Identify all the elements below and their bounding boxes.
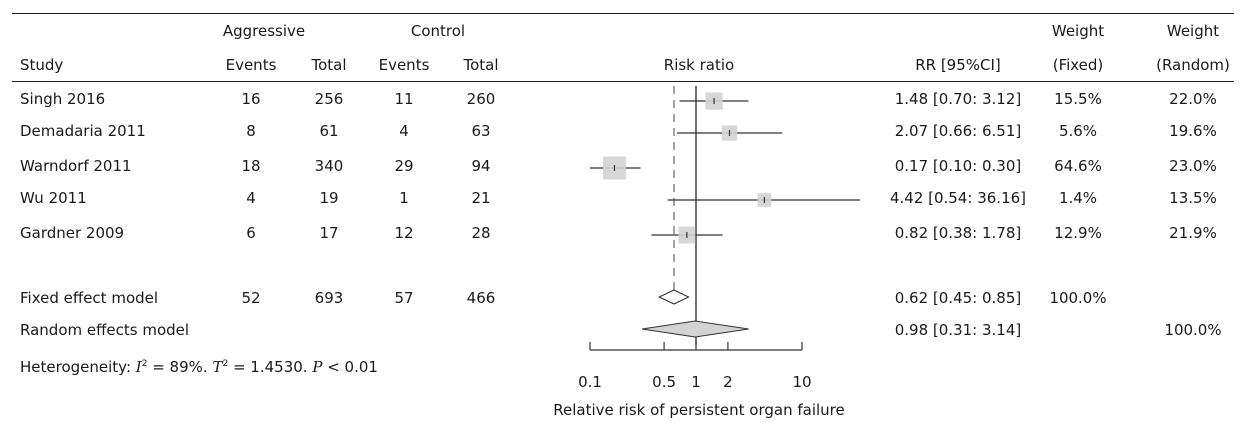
x-tick-label: 0.5: [652, 373, 676, 391]
total-aggressive: 256: [314, 90, 344, 108]
weight-fixed: 64.6%: [1054, 157, 1102, 175]
events-control: 4: [399, 122, 409, 140]
total-aggressive: 19: [319, 189, 339, 207]
header-study: Study: [20, 56, 64, 74]
weight-fixed: 5.6%: [1058, 122, 1098, 140]
rr-ci: 4.42 [0.54: 36.16]: [889, 189, 1027, 207]
header-group-aggressive: Aggressive: [222, 22, 306, 40]
total-control: 260: [466, 90, 496, 108]
events-aggressive: 8: [246, 122, 256, 140]
weight-fixed: 1.4%: [1058, 189, 1098, 207]
study-name: Singh 2016: [20, 90, 106, 108]
weight-fixed: 15.5%: [1054, 90, 1102, 108]
events-aggressive: 4: [246, 189, 256, 207]
fixed-events-1: 52: [241, 289, 261, 307]
fixed-effect-diamond: [657, 289, 690, 305]
rr-ci: 0.17 [0.10: 0.30]: [894, 157, 1022, 175]
events-control: 12: [394, 224, 414, 242]
random-effects-diamond: [642, 320, 749, 338]
events-control: 29: [394, 157, 414, 175]
events-control: 1: [399, 189, 409, 207]
fixed-events-2: 57: [394, 289, 414, 307]
random-rr-ci: 0.98 [0.31: 3.14]: [894, 321, 1022, 339]
random-weight: 100.0%: [1164, 321, 1222, 339]
total-control: 63: [471, 122, 491, 140]
events-aggressive: 6: [246, 224, 256, 242]
rr-ci: 1.48 [0.70: 3.12]: [894, 90, 1022, 108]
random-model-label: Random effects model: [20, 321, 190, 339]
header-weight-1: Weight: [1051, 22, 1105, 40]
total-aggressive: 17: [319, 224, 339, 242]
het-p-symbol: P: [312, 358, 323, 376]
header-group-control: Control: [410, 22, 466, 40]
header-weight-random: (Random): [1156, 56, 1230, 74]
header-total-2: Total: [463, 56, 499, 74]
het-p-value: < 0.01: [322, 358, 378, 376]
x-tick-label: 0.1: [578, 373, 602, 391]
fixed-rr-ci: 0.62 [0.45: 0.85]: [894, 289, 1022, 307]
header-events-2: Events: [378, 56, 430, 74]
weight-random: 23.0%: [1169, 157, 1217, 175]
fixed-weight: 100.0%: [1049, 289, 1107, 307]
study-name: Warndorf 2011: [20, 157, 132, 175]
het-tau2-symbol: T: [212, 358, 223, 376]
weight-random: 21.9%: [1169, 224, 1217, 242]
rr-ci: 2.07 [0.66: 6.51]: [894, 122, 1022, 140]
rr-ci: 0.82 [0.38: 1.78]: [894, 224, 1022, 242]
weight-random: 19.6%: [1169, 122, 1217, 140]
header-risk-ratio: Risk ratio: [663, 56, 735, 74]
fixed-total-2: 466: [466, 289, 496, 307]
weight-fixed: 12.9%: [1054, 224, 1102, 242]
total-aggressive: 61: [319, 122, 339, 140]
het-prefix: Heterogeneity:: [20, 358, 136, 376]
events-control: 11: [394, 90, 414, 108]
weight-random: 22.0%: [1169, 90, 1217, 108]
study-name: Demadaria 2011: [20, 122, 146, 140]
events-aggressive: 18: [241, 157, 261, 175]
weight-random: 13.5%: [1169, 189, 1217, 207]
het-i2-symbol: I: [135, 358, 142, 376]
x-tick-label: 10: [792, 373, 811, 391]
het-i2-value: = 89%.: [147, 358, 213, 376]
total-control: 28: [471, 224, 491, 242]
heterogeneity-text: Heterogeneity: I2 = 89%. T2 = 1.4530. P …: [20, 358, 378, 376]
header-weight-fixed: (Fixed): [1052, 56, 1104, 74]
total-control: 21: [471, 189, 491, 207]
total-aggressive: 340: [314, 157, 344, 175]
x-tick-label: 1: [691, 373, 701, 391]
x-axis-label: Relative risk of persistent organ failur…: [553, 401, 845, 419]
events-aggressive: 16: [241, 90, 261, 108]
fixed-total-1: 693: [314, 289, 344, 307]
header-events-1: Events: [225, 56, 277, 74]
header-total-1: Total: [311, 56, 347, 74]
top-rule: [12, 13, 1234, 14]
header-weight-2: Weight: [1166, 22, 1220, 40]
study-name: Gardner 2009: [20, 224, 125, 242]
study-name: Wu 2011: [20, 189, 87, 207]
fixed-model-label: Fixed effect model: [20, 289, 159, 307]
het-tau2-value: = 1.4530.: [228, 358, 313, 376]
header-rule: [12, 81, 1234, 82]
header-rr-ci: RR [95%CI]: [915, 56, 1001, 74]
x-tick-label: 2: [723, 373, 733, 391]
total-control: 94: [471, 157, 491, 175]
